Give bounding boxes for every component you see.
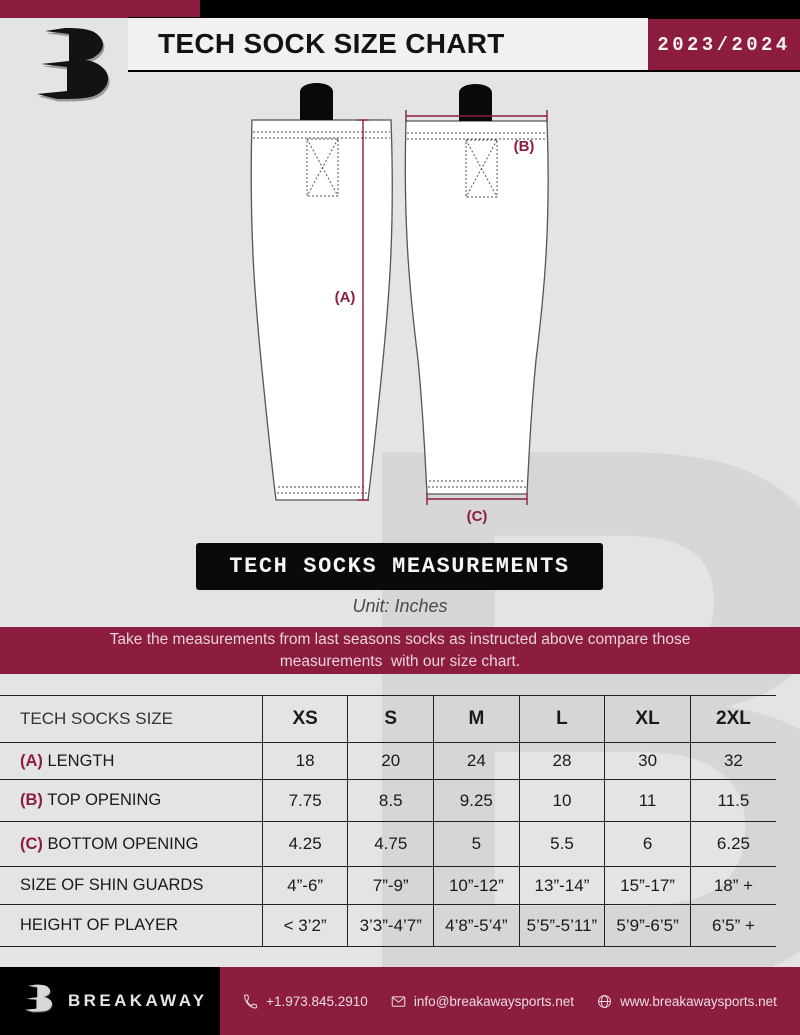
svg-text:(C): (C) [467, 508, 488, 525]
svg-text:(A): (A) [335, 289, 356, 306]
svg-text:(B): (B) [514, 138, 535, 155]
